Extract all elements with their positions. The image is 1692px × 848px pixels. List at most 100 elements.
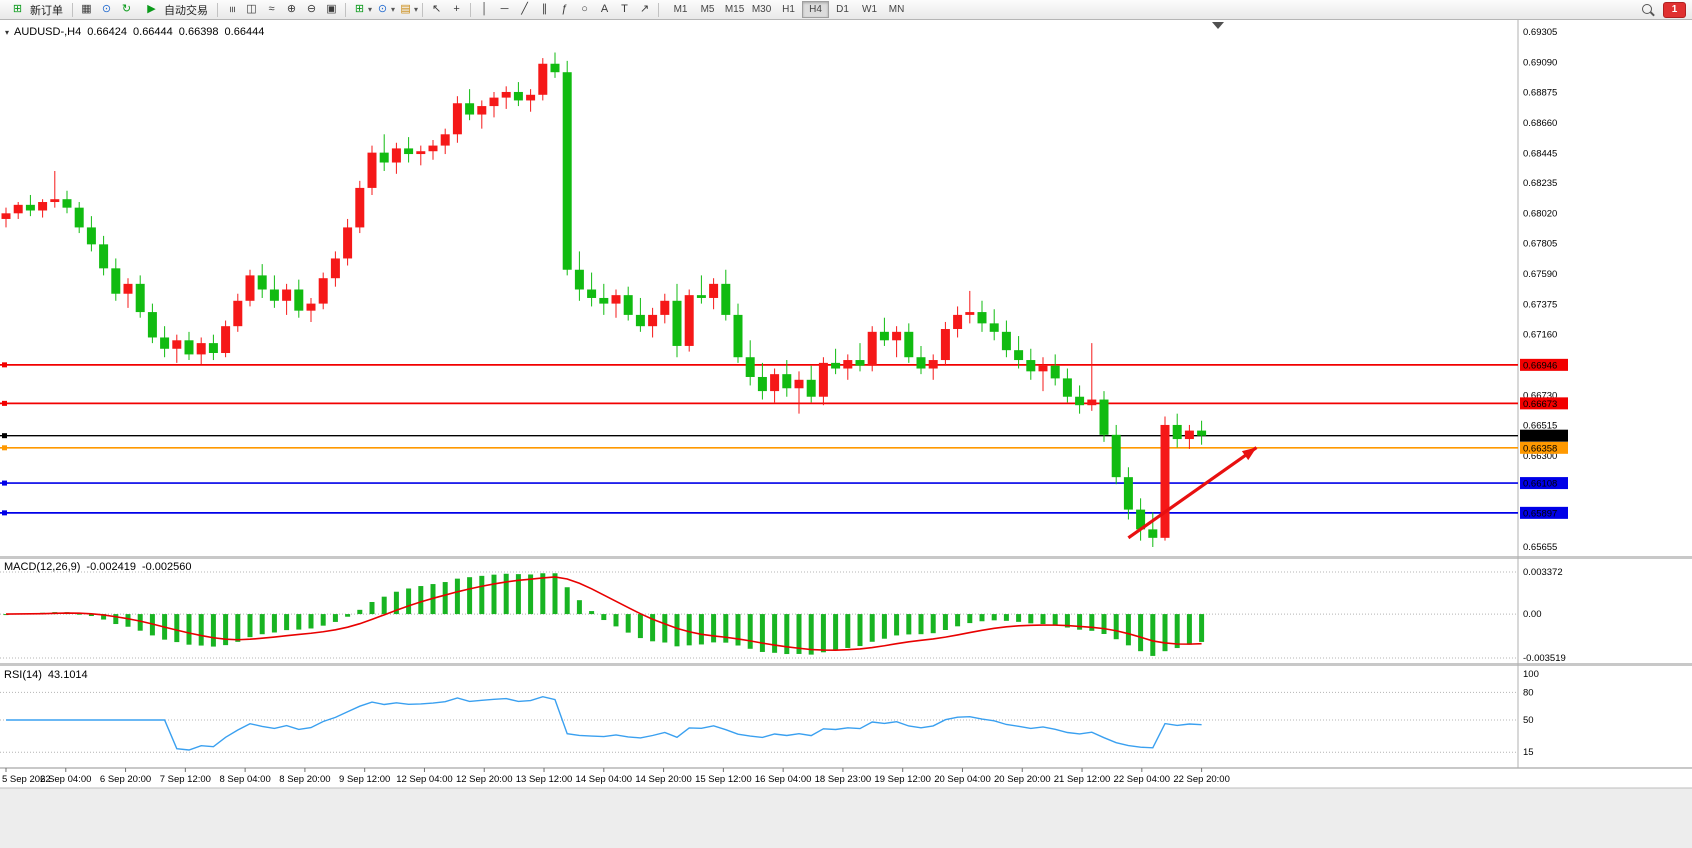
fibonacci-tool-icon[interactable]: ƒ	[561, 3, 568, 15]
macd-bar	[662, 614, 668, 643]
chart-shift-marker	[1212, 22, 1224, 29]
charts-icon[interactable]: ▦	[81, 3, 92, 15]
line-handle[interactable]	[2, 480, 7, 486]
candle-body	[940, 329, 950, 361]
line-handle[interactable]	[2, 445, 7, 451]
candle-body	[831, 362, 841, 369]
price-tick-label: 0.69090	[1523, 57, 1557, 68]
bar-chart-icon[interactable]: ≡	[226, 6, 238, 13]
trend-arrow[interactable]	[1127, 446, 1258, 540]
price-tag-label: 0.66444	[1523, 431, 1557, 442]
candle-body	[745, 357, 755, 377]
timeframe-button-m15[interactable]: M15	[721, 1, 748, 18]
template-icon[interactable]: ▤	[400, 3, 411, 15]
macd-signal-value: -0.002560	[141, 561, 192, 573]
time-tick-label: 5 Sep 2022	[2, 774, 51, 785]
zoom-out-icon[interactable]: ⊖	[306, 3, 317, 15]
timeframe-button-mn[interactable]: MN	[883, 1, 910, 18]
candle-body	[208, 343, 218, 353]
candle-body	[733, 314, 743, 358]
price-tick-label: 0.65655	[1523, 542, 1557, 553]
timeframe-button-m30[interactable]: M30	[748, 1, 775, 18]
refresh-icon[interactable]: ↻	[121, 3, 132, 15]
crosshair-icon[interactable]: +	[453, 3, 460, 15]
trendline-tool-icon[interactable]: ╱	[521, 3, 528, 15]
time-tick-label: 19 Sep 12:00	[874, 774, 931, 785]
timeframe-button-d1[interactable]: D1	[829, 1, 856, 18]
line-handle[interactable]	[2, 433, 7, 439]
chart-open: 0.66424	[87, 26, 128, 38]
timeframe-button-h1[interactable]: H1	[775, 1, 802, 18]
channel-tool-icon[interactable]: ∥	[541, 3, 548, 15]
macd-bar	[1064, 614, 1070, 628]
timeframe-button-m5[interactable]: M5	[694, 1, 721, 18]
tile-windows-icon[interactable]: ▣	[326, 3, 337, 15]
new-chart-caret-icon[interactable]: ▾	[368, 5, 373, 14]
period-caret-icon[interactable]: ▾	[391, 5, 396, 14]
macd-bar	[454, 578, 460, 615]
macd-bar	[76, 613, 82, 615]
macd-bar	[1174, 614, 1180, 649]
candle-body	[1026, 360, 1036, 372]
macd-bar	[869, 614, 875, 642]
candle-body	[684, 295, 694, 346]
candle-body	[123, 283, 133, 294]
macd-label: MACD(12,26,9)	[4, 561, 81, 573]
candle-body	[721, 283, 731, 315]
new-order-button[interactable]: ⊞ 新订单	[3, 1, 68, 19]
macd-bar	[271, 614, 277, 633]
auto-trading-label: 自动交易	[164, 4, 208, 17]
timeframe-button-w1[interactable]: W1	[856, 1, 883, 18]
candle-body	[160, 337, 170, 349]
candle-body	[904, 331, 914, 358]
macd-bar	[1101, 614, 1107, 634]
notification-badge[interactable]: 1	[1663, 1, 1686, 18]
vertical-line-tool-icon[interactable]: │	[481, 3, 488, 15]
price-tag	[1520, 429, 1568, 442]
candle-body	[196, 343, 206, 355]
collapse-icon[interactable]: ▾	[5, 27, 10, 37]
line-handle[interactable]	[2, 362, 7, 368]
template-caret-icon[interactable]: ▾	[414, 5, 419, 14]
arrow-tool-icon[interactable]: ↗	[639, 3, 650, 15]
auto-trading-button[interactable]: ▶ 自动交易	[137, 1, 213, 19]
candle-body	[99, 244, 109, 269]
shapes-tool-icon[interactable]: ○	[581, 3, 588, 15]
period-icon[interactable]: ⊙	[377, 3, 388, 15]
candle-body	[635, 314, 645, 327]
horizontal-line-tool-icon[interactable]: ─	[500, 3, 509, 15]
trend-arrow-head[interactable]	[1241, 447, 1257, 461]
candle-body	[648, 314, 658, 327]
candle-body	[135, 283, 145, 313]
candle-body	[989, 323, 999, 332]
candle-body	[709, 283, 719, 298]
new-chart-icon[interactable]: ⊞	[354, 3, 365, 15]
timeframe-button-h4[interactable]: H4	[802, 1, 830, 18]
line-chart-icon[interactable]: ≈	[268, 3, 275, 15]
candlestick-chart-icon[interactable]: ◫	[246, 3, 257, 15]
candle-body	[269, 289, 279, 301]
price-tick-label: 0.67590	[1523, 269, 1557, 280]
line-handle[interactable]	[2, 400, 7, 406]
line-handle[interactable]	[2, 510, 7, 516]
zoom-in-icon[interactable]: ⊕	[286, 3, 297, 15]
rsi-axis-label: 100	[1523, 669, 1539, 680]
price-tick-label: 0.68235	[1523, 178, 1557, 189]
clock-icon[interactable]: ⊙	[101, 3, 112, 15]
candle-body	[526, 94, 536, 101]
label-tool-icon[interactable]: T	[621, 3, 628, 15]
candle-body	[477, 106, 487, 115]
candle-body	[391, 148, 401, 163]
candle-body	[538, 63, 548, 95]
macd-bar	[1052, 614, 1058, 626]
macd-bar	[772, 614, 778, 653]
text-tool-icon[interactable]: A	[600, 3, 609, 15]
macd-bar	[174, 614, 180, 643]
cursor-icon[interactable]: ↖	[431, 3, 442, 15]
macd-bar	[747, 614, 753, 649]
macd-bar	[576, 600, 582, 615]
candle-body	[13, 204, 23, 214]
search-icon[interactable]	[1640, 2, 1656, 18]
timeframe-button-m1[interactable]: M1	[667, 1, 694, 18]
macd-bar	[857, 614, 863, 647]
